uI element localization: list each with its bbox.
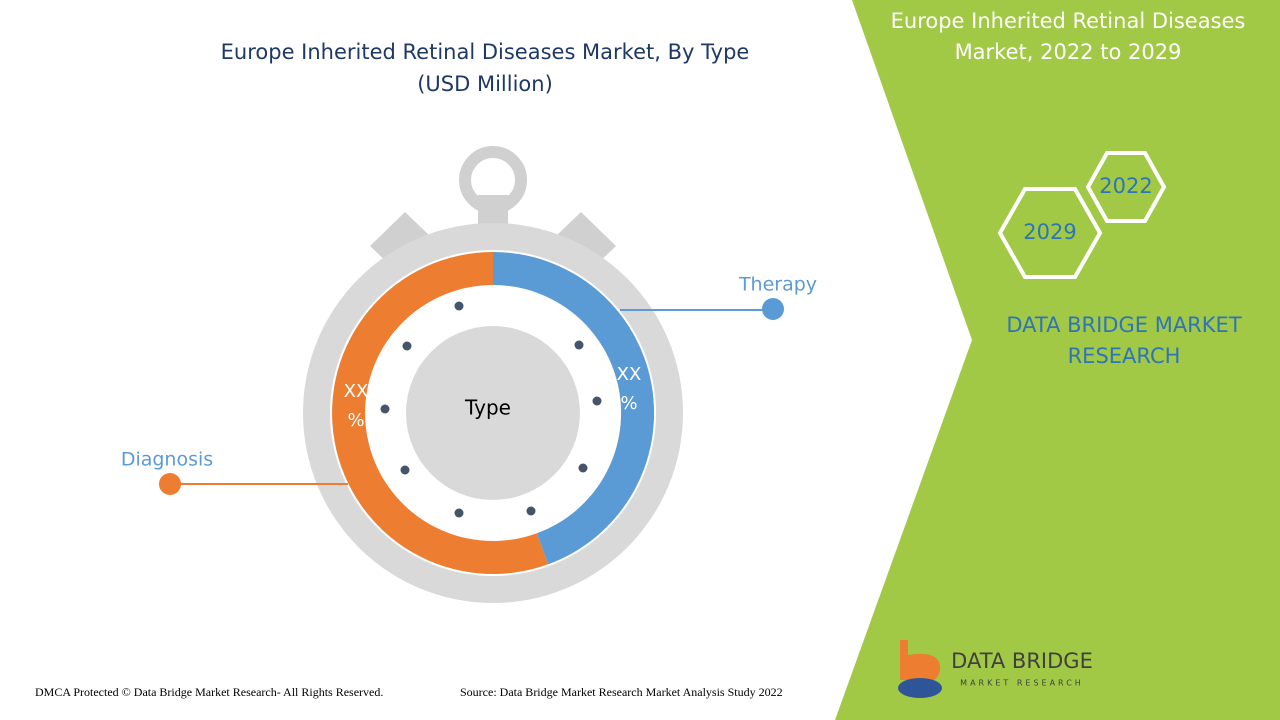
center-disc: [406, 326, 580, 500]
dial-dots: [380, 301, 602, 518]
copyright: DMCA Protected © Data Bridge Market Rese…: [35, 685, 383, 699]
segment-label: XX: [344, 381, 369, 402]
segment-label: %: [347, 410, 364, 431]
brand: RESEARCH: [1068, 344, 1181, 368]
segment-label: %: [620, 393, 637, 414]
therapy-arc: [493, 251, 655, 565]
logo-name: DATA BRIDGE: [951, 649, 1093, 673]
hexagon: [997, 187, 1103, 279]
side-title: Europe Inherited Retinal Diseases: [891, 9, 1246, 33]
source: Source: Data Bridge Market Research Mark…: [460, 685, 783, 699]
stopwatch: Type XX % XX %: [303, 146, 683, 603]
side-panel-bg: [835, 0, 1280, 720]
side-button: [556, 212, 616, 270]
brand: DATA BRIDGE MARKET: [1006, 313, 1241, 337]
diagnosis-arc: [332, 252, 549, 574]
side-title: Market, 2022 to 2029: [955, 40, 1182, 64]
title: Europe Inherited Retinal Diseases Market…: [221, 40, 750, 64]
center-label: Type: [464, 396, 511, 420]
year: 2022: [1099, 174, 1152, 198]
title: (USD Million): [417, 72, 553, 96]
year: 2029: [1023, 220, 1076, 244]
callout-dot: [762, 298, 784, 320]
logo: DATA BRIDGE MARKET RESEARCH: [898, 640, 1093, 698]
hexagon: [1085, 151, 1167, 223]
legend-label: Therapy: [738, 274, 817, 296]
legend-label: Diagnosis: [121, 449, 213, 471]
segment-label: XX: [617, 364, 642, 385]
callout-dot: [159, 473, 181, 495]
logo-tagline: MARKET RESEARCH: [960, 679, 1084, 688]
side-button: [370, 212, 430, 270]
